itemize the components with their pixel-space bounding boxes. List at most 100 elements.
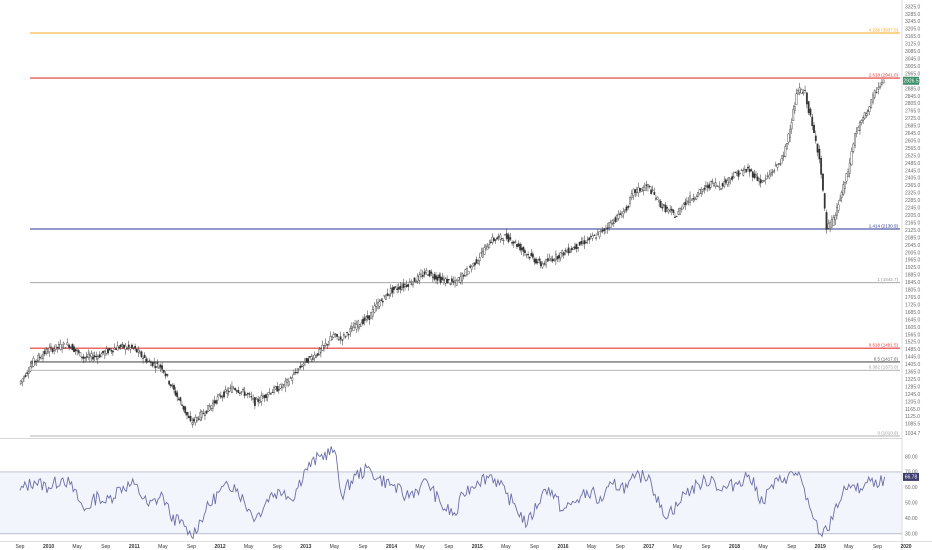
candle: [368, 315, 371, 321]
candle: [37, 355, 40, 361]
candle: [95, 356, 98, 358]
candle: [505, 233, 508, 239]
candle: [232, 387, 235, 389]
candle: [292, 372, 295, 375]
price-pane[interactable]: 0 (1010.9) 0.382 (1373.0) 0.5 (1417.6) 0…: [19, 28, 900, 437]
candle: [684, 201, 687, 206]
candle: [150, 362, 152, 366]
price-tick-label: 1885.0: [905, 273, 921, 279]
candle: [268, 391, 271, 394]
candle: [143, 354, 146, 359]
candle: [208, 406, 211, 411]
candle: [407, 284, 410, 287]
candle: [485, 244, 487, 247]
candle: [48, 347, 51, 352]
rsi-axis[interactable]: 30.00 40.00 50.00 60.00 70.00 80.00: [905, 454, 918, 537]
price-tick-label: 2525.0: [905, 153, 921, 159]
candle: [171, 385, 174, 387]
candle: [581, 241, 584, 244]
candle: [23, 376, 25, 379]
candle: [355, 324, 358, 330]
candle: [709, 180, 712, 188]
time-tick-label: May: [158, 544, 168, 550]
candle: [745, 168, 748, 172]
fib-label-4236: 4.236 (3937.0): [869, 28, 899, 33]
last-price-tag: 2926.5: [903, 76, 919, 85]
candle: [207, 405, 210, 412]
candle: [493, 238, 495, 241]
candle: [182, 405, 185, 410]
candle: [77, 350, 80, 353]
candle: [427, 274, 429, 276]
candle: [274, 386, 277, 390]
time-tick-label: Sep: [530, 544, 539, 550]
candle: [226, 390, 229, 394]
candle: [786, 143, 788, 150]
candle: [593, 234, 596, 237]
candle: [27, 371, 30, 374]
candle: [550, 258, 553, 262]
candle: [771, 171, 774, 173]
price-tick-label: 2365.0: [905, 183, 921, 189]
candle: [773, 170, 776, 172]
price-tick-label: 2165.0: [905, 220, 921, 226]
candle: [199, 412, 202, 421]
candle: [399, 285, 402, 290]
candle: [650, 189, 653, 194]
axis-background: [902, 0, 932, 550]
candle: [548, 257, 551, 260]
candle: [134, 346, 137, 349]
candle: [212, 402, 214, 409]
candle: [734, 171, 737, 173]
price-tick-label: 1405.0: [905, 362, 921, 368]
candle: [352, 327, 355, 331]
fib-label-0618: 0.618 (1491.5): [869, 343, 899, 348]
last-price-label: 2926.5: [903, 79, 919, 85]
candle: [470, 266, 473, 270]
candle: [630, 193, 633, 199]
candle: [64, 347, 67, 349]
candle: [728, 177, 730, 183]
candle: [137, 349, 140, 353]
candle: [341, 339, 344, 341]
candle: [253, 397, 256, 406]
candle: [556, 256, 559, 260]
rsi-pane[interactable]: [0, 446, 902, 540]
rsi-tick-label: 50.00: [905, 501, 918, 507]
candle: [519, 243, 522, 251]
candle: [809, 108, 812, 116]
price-tick-label: 2885.0: [905, 86, 921, 92]
candle: [608, 222, 610, 229]
candle: [124, 345, 127, 350]
candle: [455, 280, 458, 286]
price-tick-label: 1845.0: [905, 280, 921, 286]
candle: [176, 392, 179, 398]
candle: [92, 356, 94, 360]
time-tick-label: 2017: [643, 544, 654, 550]
time-tick-label: 2014: [386, 544, 397, 550]
candle: [391, 287, 394, 293]
candle: [410, 283, 413, 285]
candle: [202, 413, 205, 415]
candle: [475, 259, 478, 264]
candle: [404, 284, 406, 287]
candle: [622, 211, 625, 215]
candle: [332, 334, 335, 338]
candle: [737, 170, 740, 177]
candle: [558, 255, 560, 259]
time-tick-label: 2011: [129, 544, 140, 550]
candle: [648, 186, 651, 188]
candle: [255, 397, 258, 400]
candle: [740, 169, 743, 171]
candle: [539, 261, 542, 267]
candle: [326, 344, 329, 346]
time-axis[interactable]: Sep 2010 May Sep 2011 May Sep 2012 May Sep 2013 May…: [0, 541, 932, 550]
candle: [700, 189, 703, 194]
candle: [457, 277, 460, 281]
rsi-band: [0, 471, 902, 534]
candle: [205, 410, 208, 414]
candle: [776, 164, 779, 168]
candle: [385, 294, 387, 300]
